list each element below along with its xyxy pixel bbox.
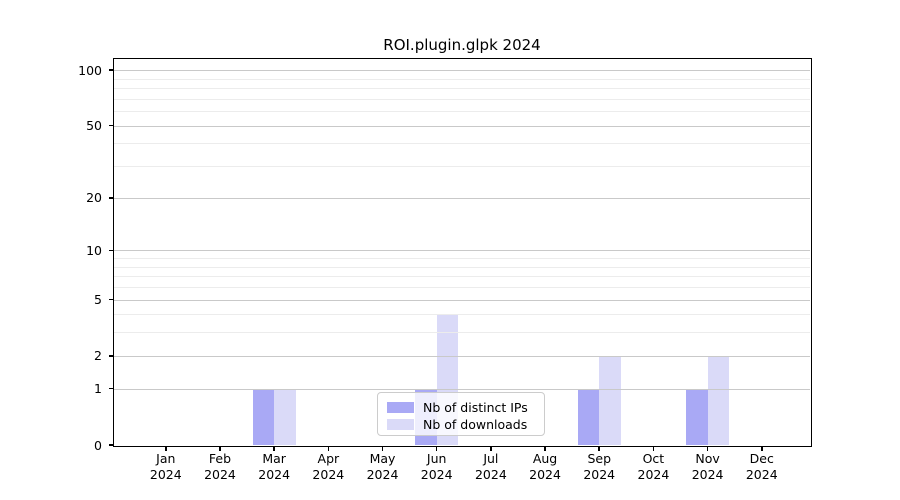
x-tick-label: Nov 2024 [676, 451, 740, 482]
legend-item-downloads: Nb of downloads [387, 416, 535, 432]
x-tick-mark [544, 446, 546, 451]
gridline-major [114, 70, 810, 72]
y-tick-label: 50 [86, 118, 102, 134]
x-tick-label: Apr 2024 [296, 451, 360, 482]
x-tick-label-year: 2024 [258, 466, 291, 482]
gridline-minor [114, 314, 810, 316]
y-tick-mark [109, 124, 114, 127]
x-tick-label-year: 2024 [312, 466, 345, 482]
y-tick-label: 2 [94, 348, 102, 364]
gridline-minor [114, 258, 810, 260]
plot-area: Nb of distinct IPs Nb of downloads [109, 59, 810, 451]
legend-swatch-distinct-ips-icon [387, 401, 414, 413]
y-tick-mark [109, 249, 114, 252]
bar-downloads [599, 355, 621, 445]
x-tick-label: Jun 2024 [405, 451, 469, 482]
y-tick-mark [109, 69, 114, 71]
x-tick-label-year: 2024 [474, 466, 507, 482]
gridline-major [114, 125, 810, 127]
x-tick-label: Jul 2024 [459, 451, 523, 482]
bar-distinct-ips [686, 388, 708, 445]
y-tick-mark [109, 298, 114, 301]
x-tick-label: Aug 2024 [513, 451, 577, 482]
x-tick-mark [327, 446, 330, 451]
gridline-minor [114, 88, 810, 90]
y-tick-mark [109, 387, 114, 390]
legend-swatch-downloads-icon [387, 418, 414, 430]
x-axis-labels: Jan 2024 Feb 2024 Mar 2024 Apr 2024 May 2024 Jun 20… [114, 451, 810, 491]
legend-item-distinct-ips: Nb of distinct IPs [387, 399, 535, 415]
gridline-major [114, 388, 810, 390]
gridline-minor [114, 266, 810, 268]
bar-downloads [707, 355, 730, 445]
bar-distinct-ips [577, 388, 600, 445]
x-tick-label: May 2024 [351, 451, 415, 482]
gridline-minor [114, 332, 810, 334]
bar-distinct-ips [252, 388, 275, 445]
x-tick-label: Mar 2024 [242, 451, 306, 482]
gridline-major [114, 355, 810, 357]
gridline-minor [114, 286, 810, 288]
x-tick-label-year: 2024 [529, 466, 561, 482]
x-tick-mark [273, 446, 275, 451]
y-tick-mark [109, 355, 114, 357]
y-tick-mark [109, 444, 114, 446]
legend-label-distinct-ips: Nb of distinct IPs [423, 399, 528, 415]
x-tick-label-year: 2024 [691, 466, 724, 482]
gridline-major [114, 197, 810, 199]
x-tick-label: Dec 2024 [730, 451, 794, 482]
x-tick-mark [761, 446, 763, 451]
gridline-minor [114, 276, 810, 278]
gridline-minor [114, 111, 810, 113]
x-tick-mark [435, 446, 438, 451]
y-tick-label: 20 [86, 190, 102, 206]
gridline-minor [114, 143, 810, 145]
x-tick-mark [598, 446, 600, 451]
bar-downloads [274, 388, 296, 445]
gridline-minor [114, 166, 810, 168]
x-tick-mark [652, 446, 655, 451]
x-tick-mark [381, 446, 384, 451]
x-tick-mark [219, 446, 221, 451]
x-tick-label-year: 2024 [420, 466, 453, 482]
y-axis-labels: 0 1 2 5 10 20 50 100 [0, 59, 106, 453]
x-tick-label-year: 2024 [583, 466, 616, 482]
gridline-minor [114, 78, 810, 80]
gridline-minor [114, 98, 810, 100]
x-tick-mark [165, 446, 167, 451]
gridline-major [114, 299, 810, 301]
y-tick-label: 1 [94, 381, 102, 397]
chart-title: ROI.plugin.glpk 2024 [383, 36, 541, 54]
x-tick-label-year: 2024 [637, 466, 670, 482]
y-tick-label: 0 [94, 437, 102, 453]
gridline-major [114, 250, 810, 252]
x-tick-mark [490, 446, 492, 451]
x-tick-label: Sep 2024 [567, 451, 631, 482]
x-tick-label: Feb 2024 [188, 451, 252, 482]
y-tick-mark [109, 197, 114, 199]
x-tick-label: Oct 2024 [621, 451, 685, 482]
plot-border [112, 57, 812, 447]
y-tick-label: 10 [86, 242, 102, 258]
x-tick-label-year: 2024 [204, 466, 236, 482]
y-tick-label: 100 [78, 62, 102, 78]
legend: Nb of distinct IPs Nb of downloads [377, 392, 545, 436]
y-tick-label: 5 [94, 292, 102, 307]
x-tick-label-year: 2024 [745, 466, 778, 482]
x-tick-label: Jan 2024 [134, 451, 198, 482]
x-tick-label-year: 2024 [366, 466, 399, 482]
x-tick-label-year: 2024 [149, 466, 182, 482]
x-tick-mark [706, 446, 709, 451]
legend-label-downloads: Nb of downloads [423, 416, 528, 432]
